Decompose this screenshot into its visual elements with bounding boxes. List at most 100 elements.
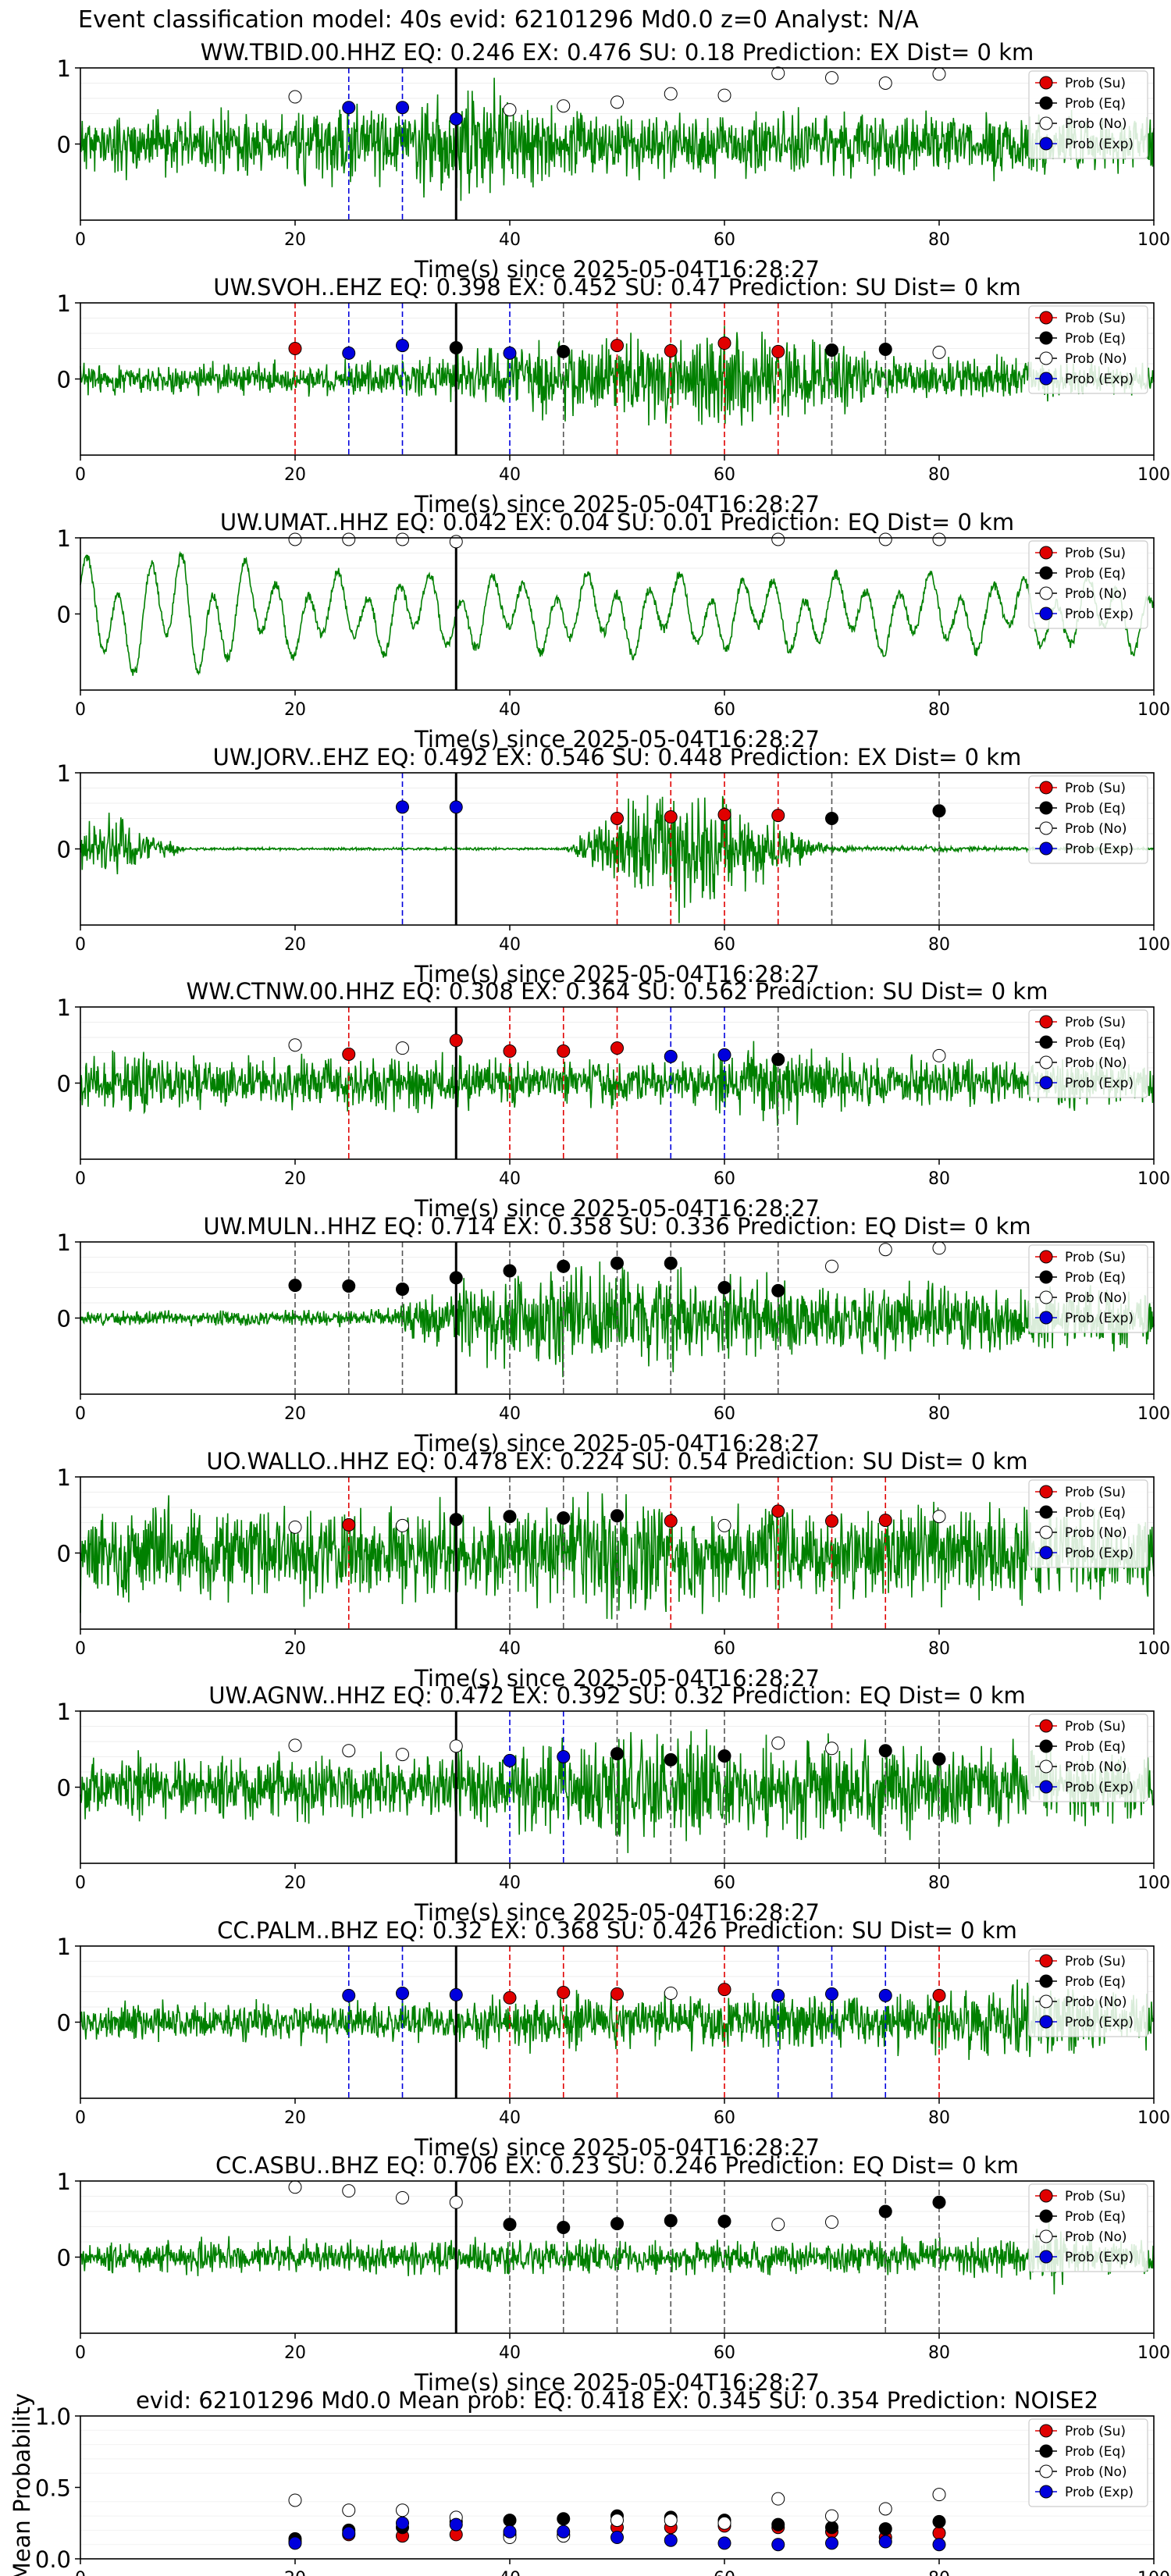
- prob-point-eq: [449, 1271, 463, 1285]
- prob-point-eq: [396, 1282, 409, 1296]
- x-tick-label: 20: [284, 465, 306, 485]
- panel-11: evid: 62101296 Md0.0 Mean prob: EQ: 0.41…: [9, 2387, 1170, 2576]
- y-tick-label: 1: [57, 1699, 71, 1725]
- mean-prob-point-exp: [717, 2536, 731, 2550]
- x-tick-label: 40: [499, 2569, 521, 2576]
- legend-label-exp: Prob (Exp): [1065, 372, 1134, 387]
- prob-point-no: [825, 2215, 838, 2229]
- panel-title: evid: 62101296 Md0.0 Mean prob: EQ: 0.41…: [136, 2387, 1098, 2414]
- prob-point-eq: [878, 342, 892, 356]
- x-tick-label: 20: [284, 2108, 306, 2128]
- prob-point-eq: [503, 1264, 517, 1278]
- prob-point-no: [288, 90, 302, 104]
- prob-point-exp: [396, 1986, 409, 2000]
- legend-marker-exp: [1039, 1546, 1053, 1560]
- prob-point-eq: [610, 2217, 624, 2231]
- x-tick-label: 80: [928, 465, 950, 485]
- y-tick-label: 0.0: [35, 2546, 71, 2573]
- legend-marker-no: [1039, 116, 1053, 130]
- panel-8: UW.AGNW..HHZ EQ: 0.472 EX: 0.392 SU: 0.3…: [57, 1682, 1170, 1926]
- prob-point-no: [288, 532, 302, 546]
- legend-label-eq: Prob (Eq): [1065, 2444, 1126, 2460]
- prob-point-su: [771, 1504, 785, 1518]
- x-tick-label: 20: [284, 1639, 306, 1659]
- x-tick-label: 40: [499, 2343, 521, 2363]
- legend-marker-su: [1039, 1485, 1053, 1499]
- legend-box: [1028, 540, 1148, 629]
- prob-point-no: [771, 532, 785, 546]
- legend-marker-su: [1039, 1954, 1053, 1968]
- prob-point-exp: [449, 800, 463, 814]
- prob-point-no: [288, 2180, 302, 2194]
- prob-point-eq: [825, 812, 838, 825]
- prob-point-no: [503, 103, 517, 117]
- legend-box: [1028, 1009, 1148, 1098]
- x-tick-label: 20: [284, 230, 306, 250]
- x-tick-label: 20: [284, 2343, 306, 2363]
- legend-label-su: Prob (Su): [1065, 546, 1126, 561]
- x-tick-label: 60: [714, 2569, 735, 2576]
- mean-prob-point-exp: [825, 2536, 838, 2550]
- x-tick-label: 80: [928, 1873, 950, 1893]
- x-tick-label: 100: [1137, 2343, 1170, 2363]
- prob-point-su: [771, 344, 785, 358]
- prob-point-eq: [288, 1279, 302, 1293]
- mean-prob-point-eq: [503, 2514, 517, 2528]
- legend-marker-exp: [1039, 1311, 1053, 1325]
- x-tick-label: 60: [714, 1404, 735, 1424]
- x-tick-label: 20: [284, 1873, 306, 1893]
- prob-point-exp: [342, 1988, 356, 2002]
- mean-prob-point-exp: [396, 2516, 409, 2530]
- mean-prob-point-exp: [932, 2538, 946, 2552]
- axes-frame: [80, 302, 1155, 456]
- prob-point-exp: [878, 1988, 892, 2002]
- prob-point-eq: [664, 1752, 678, 1767]
- mean-prob-point-exp: [610, 2531, 624, 2545]
- prob-point-eq: [664, 1256, 678, 1270]
- x-tick-label: 60: [714, 935, 735, 955]
- x-tick-label: 0: [75, 1639, 86, 1659]
- prob-point-no: [932, 1510, 946, 1524]
- legend-marker-su: [1039, 1015, 1053, 1029]
- y-tick-label: 1: [57, 525, 71, 552]
- legend-label-eq: Prob (Eq): [1065, 566, 1126, 582]
- legend-label-no: Prob (No): [1065, 116, 1127, 132]
- prob-point-su: [717, 336, 731, 350]
- legend-label-su: Prob (Su): [1065, 1954, 1126, 1969]
- prob-point-no: [288, 1738, 302, 1752]
- legend-label-su: Prob (Su): [1065, 781, 1126, 796]
- figure-title: Event classification model: 40s evid: 62…: [78, 6, 919, 34]
- legend-box: [1028, 775, 1148, 864]
- prob-point-su: [717, 808, 731, 822]
- panel-title: UW.AGNW..HHZ EQ: 0.472 EX: 0.392 SU: 0.3…: [208, 1682, 1026, 1709]
- legend-marker-su: [1039, 76, 1053, 90]
- prob-point-eq: [717, 1281, 731, 1294]
- prob-point-no: [771, 66, 785, 80]
- legend-label-su: Prob (Su): [1065, 1015, 1126, 1030]
- legend-marker-exp: [1039, 372, 1053, 386]
- prob-point-eq: [557, 1511, 571, 1525]
- legend-label-eq: Prob (Eq): [1065, 96, 1126, 112]
- legend-marker-eq: [1039, 96, 1053, 110]
- prob-point-no: [449, 2195, 463, 2209]
- x-axis-label: Time(s) since 2025-05-04T16:28:27: [414, 1430, 820, 1457]
- legend-marker-no: [1039, 351, 1053, 365]
- prob-point-no: [932, 345, 946, 359]
- x-axis-label: Time(s) since 2025-05-04T16:28:27: [414, 491, 820, 518]
- legend-marker-su: [1039, 781, 1053, 795]
- legend-label-no: Prob (No): [1065, 2464, 1127, 2480]
- x-tick-label: 40: [499, 465, 521, 485]
- x-tick-label: 0: [75, 1404, 86, 1424]
- prob-point-eq: [771, 1052, 785, 1066]
- x-tick-label: 0: [75, 1873, 86, 1893]
- legend-marker-exp: [1039, 1076, 1053, 1090]
- mean-prob-point-eq: [825, 2521, 838, 2535]
- legend-label-su: Prob (Su): [1065, 1719, 1126, 1735]
- panel-5: WW.CTNW.00.HHZ EQ: 0.308 EX: 0.364 SU: 0…: [57, 978, 1170, 1222]
- prob-point-su: [825, 1514, 838, 1528]
- x-tick-label: 80: [928, 2343, 950, 2363]
- legend-label-su: Prob (Su): [1065, 1250, 1126, 1265]
- y-tick-label: 0: [57, 602, 71, 628]
- prob-point-no: [932, 1048, 946, 1062]
- y-tick-label: 0: [57, 1306, 71, 1332]
